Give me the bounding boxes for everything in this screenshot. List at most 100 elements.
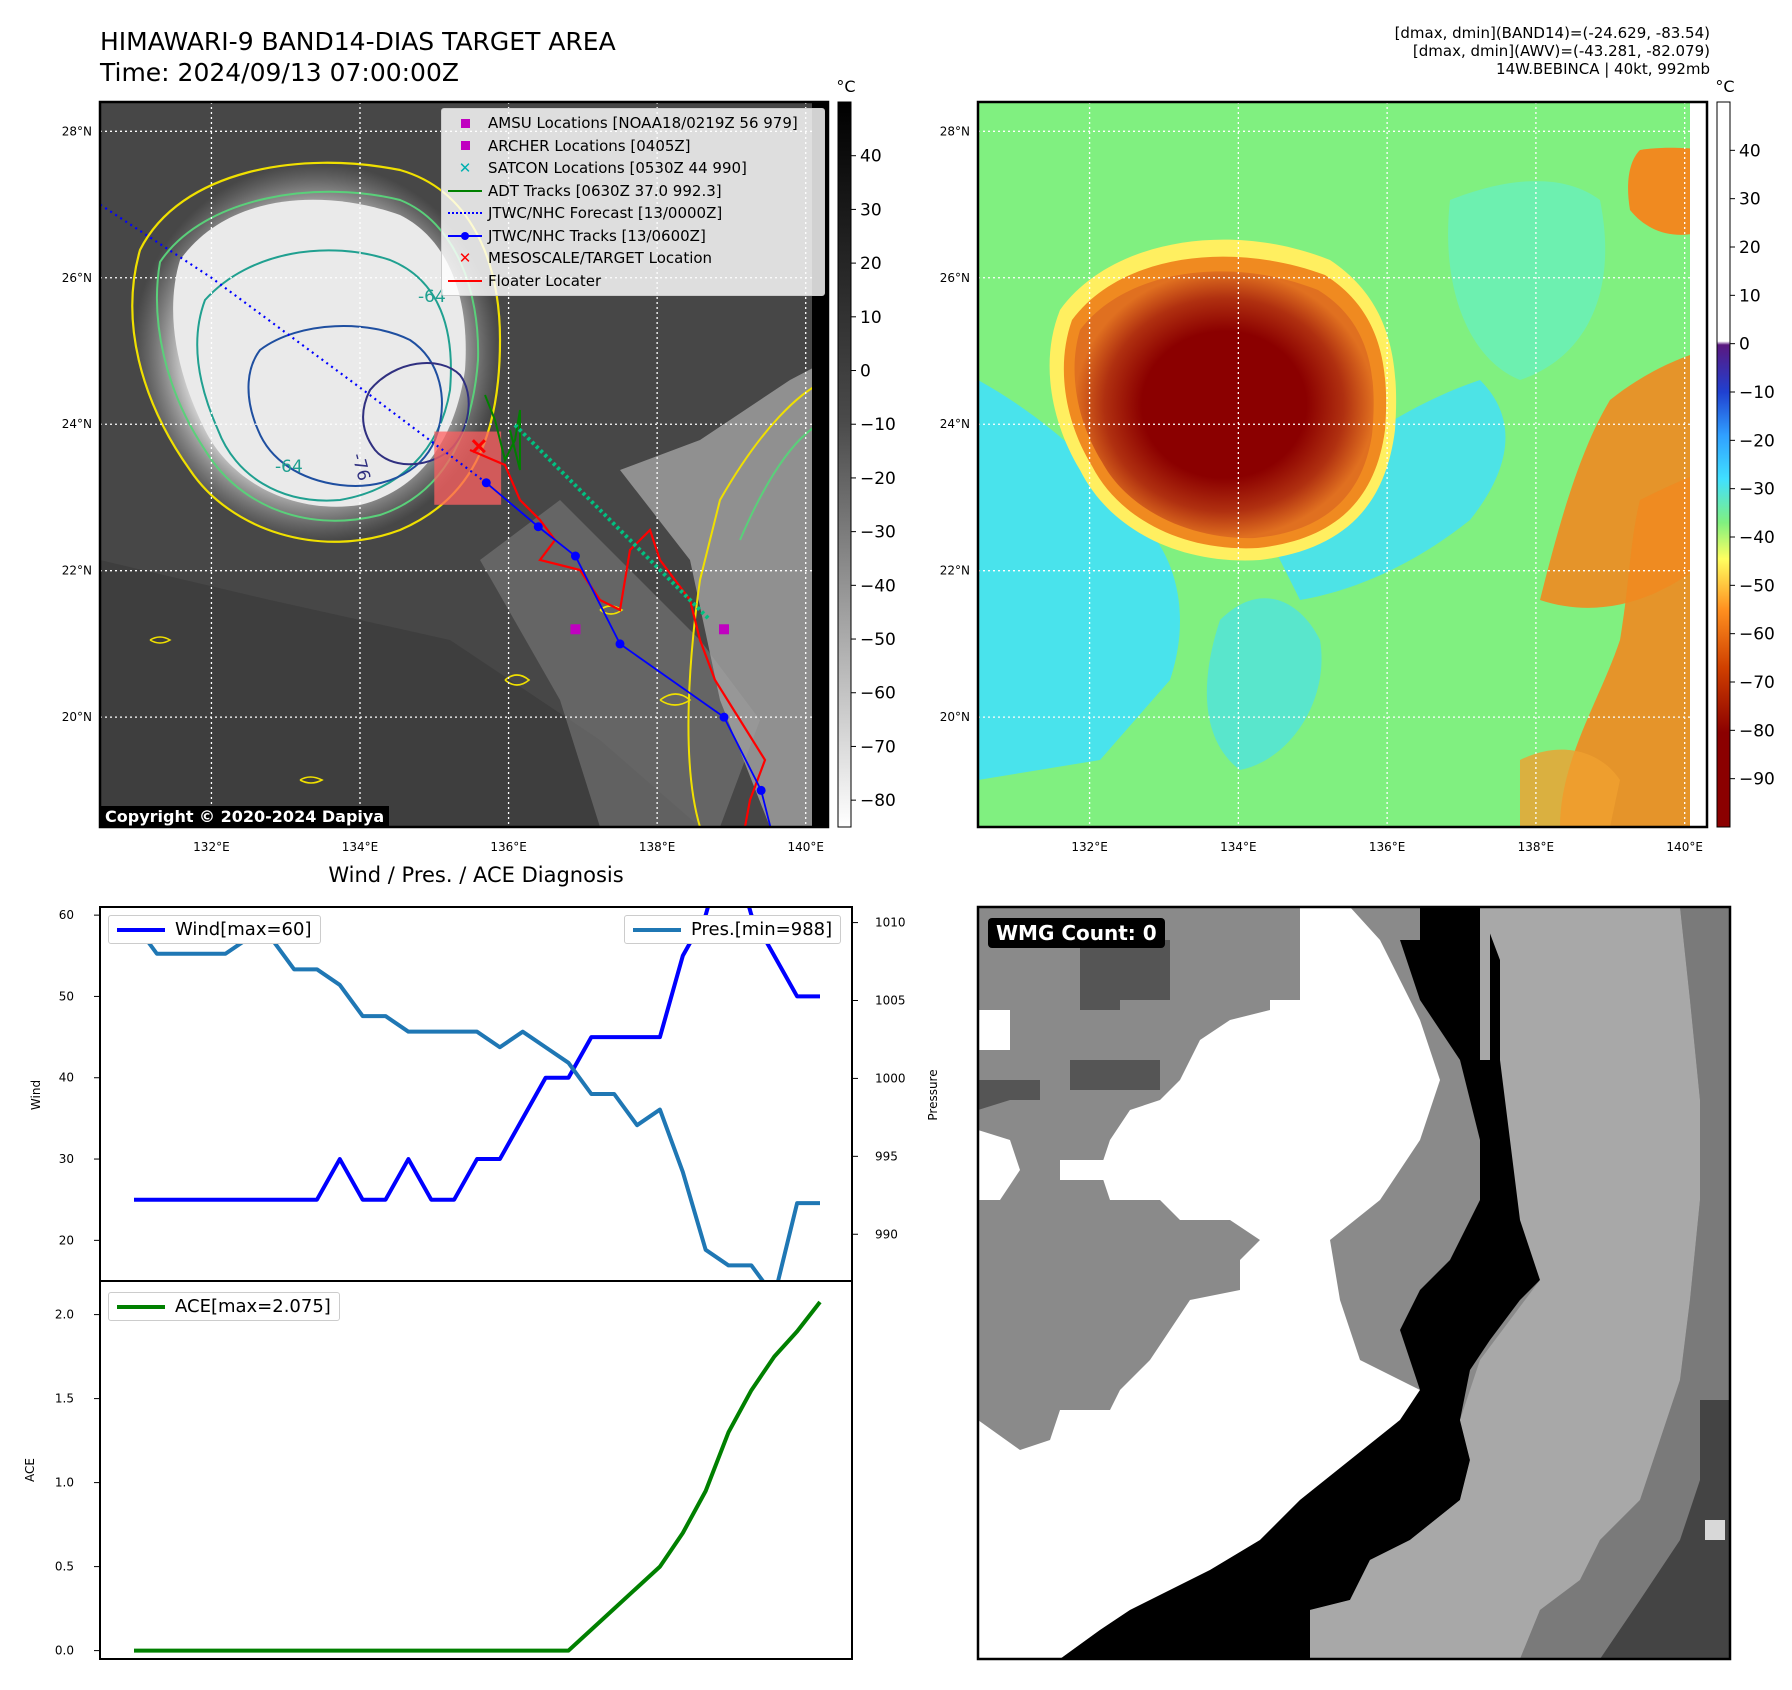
- ace-y-ticks: 0.0 0.5 1.0 1.5 2.0: [55, 1308, 100, 1658]
- colorbar-tick-label: −30: [860, 523, 896, 543]
- awv-orange-northeast: [1628, 147, 1707, 235]
- pressure-tick-label: 1010: [875, 916, 906, 930]
- wind-series-line: [134, 907, 820, 1202]
- legend-tracks-dot-icon: [461, 231, 469, 240]
- legend-archer-square-icon: [460, 141, 470, 151]
- lon-tick-label: 138°E: [1518, 840, 1555, 854]
- awv-color-panel: 132°E 134°E 136°E 138°E 140°E 28°N 26°N 24°N 22°…: [940, 100, 1709, 854]
- wind-tick-label: 40: [59, 1071, 74, 1085]
- figure-title-line2: Time: 2024/09/13 07:00:00Z: [100, 58, 459, 87]
- lat-tick-label: 24°N: [62, 417, 92, 431]
- panel-b-axis-labels: 132°E 134°E 136°E 138°E 140°E 28°N 26°N 24°N 22°…: [940, 124, 1703, 854]
- legend-floater-line-icon: [448, 279, 482, 282]
- pressure-legend: Pres.[min=988]: [624, 915, 842, 944]
- gray-colorbar-ticks: 40 30 20 10 0 −10 −20 −30 −40 −50 −60 −70 −80: [851, 147, 896, 811]
- lon-tick-label: 140°E: [1666, 840, 1703, 854]
- wind-tick-label: 30: [59, 1152, 74, 1166]
- colorbar-tick-label: 20: [860, 254, 882, 274]
- ace-legend: ACE[max=2.075]: [108, 1292, 340, 1321]
- jtwc-track-point: [615, 639, 625, 649]
- lat-tick-label: 20°N: [940, 710, 970, 724]
- color-colorbar-ticks: 40 30 20 10 0 −10 −20 −30 −40 −50 −60 −70 −80 −90: [1730, 141, 1775, 790]
- awv-cyan-center: [1260, 380, 1506, 600]
- stats-band14: [dmax, dmin](BAND14)=(-24.629, -83.54): [1394, 24, 1710, 42]
- lat-tick-label: 28°N: [940, 124, 970, 138]
- adt-track-line: [484, 394, 521, 471]
- lon-tick-label: 136°E: [1369, 840, 1406, 854]
- ace-chart-frame: [99, 1280, 853, 1660]
- colorbar-tick-label: −60: [860, 684, 896, 704]
- panel-b-frame: [976, 100, 1709, 829]
- ir-band-south: [480, 500, 760, 827]
- wmg-white-nw: [978, 1010, 1010, 1050]
- wind-legend-line-icon: [117, 927, 165, 932]
- ace-legend-line-icon: [117, 1304, 165, 1309]
- legend-amsu: AMSU Locations [NOAA18/0219Z 56 979]: [442, 112, 824, 135]
- contour-blue: [247, 325, 443, 487]
- lat-tick-label: 26°N: [62, 271, 92, 285]
- lon-tick-label: 138°E: [639, 840, 676, 854]
- wmg-count-badge: WMG Count: 0: [988, 918, 1165, 948]
- ace-tick-label: 2.0: [55, 1308, 74, 1322]
- jtwc-track-point: [719, 712, 729, 722]
- lon-tick-label: 134°E: [342, 840, 379, 854]
- colorbar-tick-label: −80: [1739, 721, 1775, 741]
- legend-adt-line-icon: [448, 189, 482, 192]
- figure-title-line1: HIMAWARI-9 BAND14-DIAS TARGET AREA: [100, 27, 616, 56]
- target-marker: [471, 439, 486, 454]
- wmg-frame: [976, 905, 1732, 1661]
- colorbar-tick-label: −40: [860, 576, 896, 596]
- copyright-badge: Copyright © 2020-2024 Dapiya: [100, 806, 390, 827]
- ir-cloud-east: [620, 360, 828, 827]
- legend-tracks: JTWC/NHC Tracks [13/0600Z]: [442, 225, 824, 248]
- wmg-light-cell: [1705, 1520, 1725, 1540]
- wmg-dark-w2: [1070, 1060, 1160, 1090]
- wmg-white-area: [978, 907, 1440, 1659]
- stats-block: [dmax, dmin](BAND14)=(-24.629, -83.54) […: [1395, 24, 1710, 78]
- legend-target-x-icon: ✕: [458, 249, 472, 268]
- colorbar-tick-label: −10: [860, 415, 896, 435]
- lat-tick-label: 28°N: [62, 124, 92, 138]
- lat-tick-label: 22°N: [940, 564, 970, 578]
- colorbar-tick-label: 0: [860, 362, 871, 382]
- awv-cyan-south: [1206, 598, 1322, 770]
- stats-storm: 14W.BEBINCA | 40kt, 992mb: [1496, 60, 1710, 78]
- archer-marker: [719, 624, 729, 635]
- ace-series-line: [134, 1300, 822, 1653]
- colorbar-tick-label: −40: [1739, 528, 1775, 548]
- ace-tick-label: 1.0: [55, 1476, 74, 1490]
- legend-forecast: JTWC/NHC Forecast [13/0000Z]: [442, 202, 824, 225]
- wind-tick-label: 50: [59, 989, 74, 1003]
- pressure-axis-label: Pressure: [926, 1069, 940, 1120]
- lon-tick-label: 136°E: [490, 840, 527, 854]
- colorbar-tick-label: −70: [1739, 673, 1775, 693]
- wmg-dark-se: [1600, 1400, 1730, 1659]
- colorbar-tick-label: −80: [860, 791, 896, 811]
- lat-tick-label: 26°N: [940, 271, 970, 285]
- ir-cloud-core: [173, 199, 466, 507]
- jtwc-track-point: [772, 844, 781, 853]
- wind-pressure-chart: Wind / Pres. / ACE Diagnosis 2030405060 …: [29, 863, 940, 1282]
- colorbar-tick-label: 40: [1739, 141, 1761, 161]
- colorbar-tick-label: 30: [1739, 190, 1761, 210]
- mesoscale-target-box: [434, 431, 502, 505]
- panel-a-frame: [98, 100, 830, 829]
- lon-tick-label: 132°E: [193, 840, 230, 854]
- ace-axis-label: ACE: [23, 1458, 37, 1482]
- contour-yellow-fragments: [149, 605, 692, 784]
- pressure-series-line: [132, 921, 820, 1281]
- ace-tick-label: 0.5: [55, 1560, 74, 1574]
- ace-tick-label: 0.0: [55, 1644, 74, 1658]
- pressure-tick-label: 1000: [875, 1071, 906, 1085]
- ir-dark-region: [100, 560, 700, 827]
- colorbar-tick-label: −20: [860, 469, 896, 489]
- wind-axis-label: Wind: [29, 1080, 43, 1110]
- jtwc-track-points: [481, 478, 781, 853]
- wind-legend: Wind[max=60]: [108, 915, 321, 944]
- wind-y-ticks: 20 30 40 50 60: [59, 908, 100, 1247]
- legend-adt: ADT Tracks [0630Z 37.0 992.3]: [442, 180, 824, 203]
- lon-tick-label: 140°E: [787, 840, 824, 854]
- colorbar-tick-label: 0: [1739, 335, 1750, 355]
- awv-cyan-north: [1448, 181, 1606, 380]
